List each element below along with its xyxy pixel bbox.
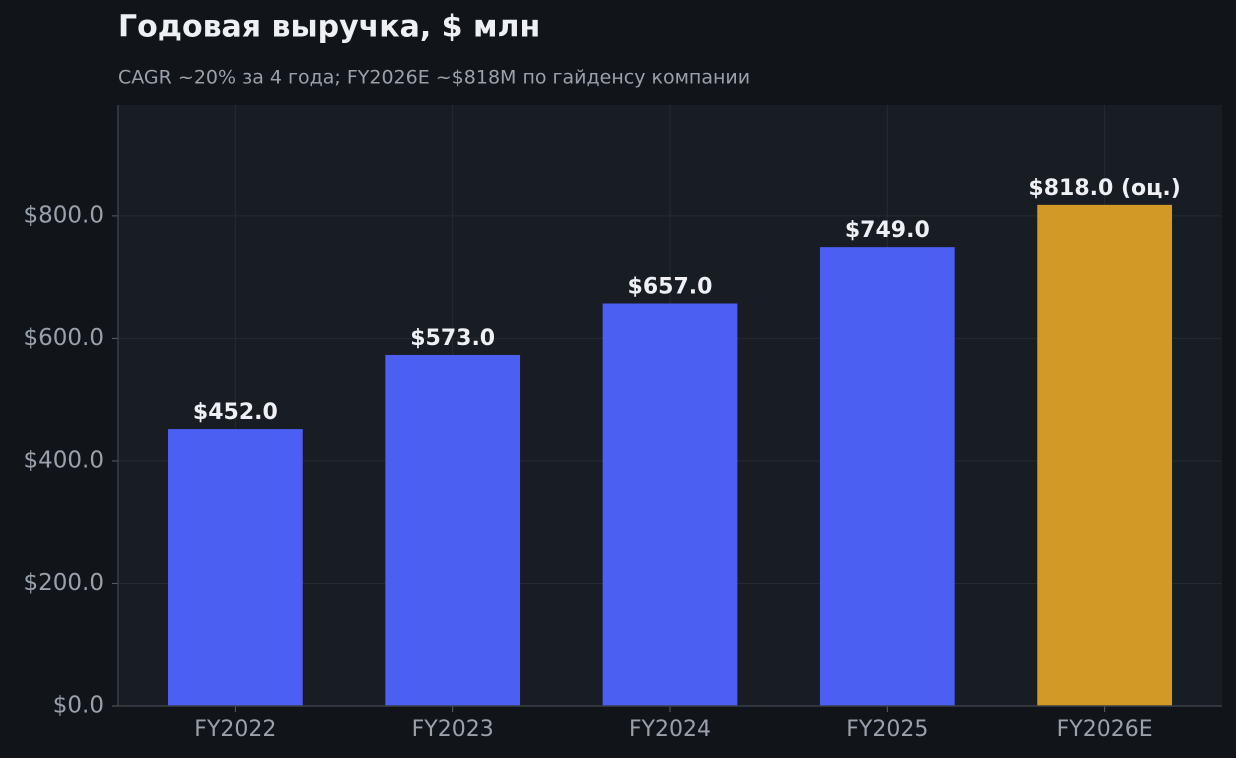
bar <box>819 247 955 707</box>
y-tick-label: $0.0 <box>53 693 104 719</box>
y-tick-label: $600.0 <box>24 325 104 351</box>
value-label: $657.0 <box>628 274 713 299</box>
y-tick-label: $200.0 <box>24 570 104 596</box>
value-label: $818.0 (оц.) <box>1028 176 1180 201</box>
value-label: $573.0 <box>410 326 495 351</box>
x-tick-label: FY2022 <box>194 717 276 742</box>
chart-title: Годовая выручка, $ млн <box>118 10 540 45</box>
chart-subtitle: CAGR ~20% за 4 года; FY2026E ~$818M по г… <box>118 67 750 89</box>
bar <box>1037 204 1173 706</box>
x-tick-label: FY2024 <box>629 717 711 742</box>
bar <box>167 429 303 706</box>
y-tick-label: $400.0 <box>24 447 104 473</box>
x-tick-label: FY2025 <box>846 717 928 742</box>
value-label: $749.0 <box>845 218 930 243</box>
value-label: $452.0 <box>193 400 278 425</box>
bar <box>602 303 738 706</box>
x-tick-label: FY2026E <box>1057 717 1153 742</box>
y-tick-label: $800.0 <box>24 202 104 228</box>
x-tick-label: FY2023 <box>412 717 494 742</box>
bar <box>385 354 521 706</box>
